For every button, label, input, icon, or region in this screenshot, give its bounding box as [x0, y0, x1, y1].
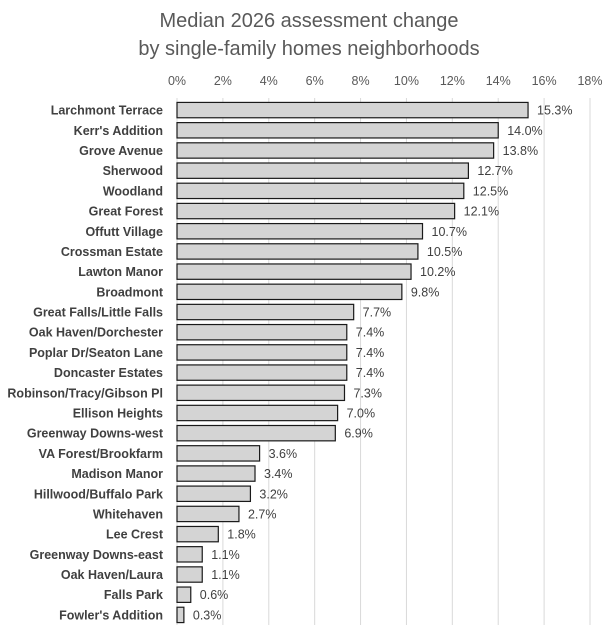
bars — [176, 101, 529, 624]
bar — [176, 101, 529, 119]
bar — [176, 424, 336, 442]
data-label: 10.5% — [427, 245, 462, 259]
x-axis-ticks: 0% 2% 4% 6% 8% 10% 12% 14% 16% 18% — [168, 74, 603, 88]
data-label: 7.0% — [347, 406, 376, 420]
x-tick-label: 2% — [214, 74, 232, 88]
x-tick-label: 8% — [352, 74, 370, 88]
category-label: Fowler's Addition — [59, 608, 163, 622]
bar — [176, 162, 469, 179]
x-tick-label: 12% — [440, 74, 465, 88]
category-label: Robinson/Tracy/Gibson Pl — [7, 386, 163, 400]
category-label: VA Forest/Brookfarm — [39, 447, 163, 461]
data-label: 1.8% — [227, 528, 256, 542]
category-label: Lawton Manor — [78, 265, 163, 279]
category-label: Sherwood — [103, 164, 163, 178]
data-label: 1.1% — [211, 548, 240, 562]
category-label: Greenway Downs-east — [30, 548, 164, 562]
bar — [176, 222, 424, 240]
data-label: 0.3% — [193, 608, 222, 622]
bar — [176, 323, 348, 341]
data-label: 3.2% — [259, 487, 288, 501]
bar — [176, 505, 240, 523]
data-label: 9.8% — [411, 285, 440, 299]
x-tick-label: 0% — [168, 74, 186, 88]
bar — [176, 445, 261, 462]
category-labels: Larchmont Terrace Kerr's Addition Grove Av… — [7, 104, 164, 623]
bar — [176, 546, 203, 563]
category-label: Offutt Village — [85, 225, 163, 239]
bar — [176, 566, 203, 583]
data-label: 10.7% — [432, 225, 467, 239]
bar — [176, 384, 346, 402]
category-label: Whitehaven — [93, 507, 163, 521]
data-label: 13.8% — [503, 144, 538, 158]
data-label: 7.4% — [356, 366, 385, 380]
x-tick-label: 4% — [260, 74, 278, 88]
data-label: 14.0% — [507, 124, 542, 138]
x-tick-label: 6% — [306, 74, 324, 88]
data-label: 3.4% — [264, 467, 293, 481]
chart-title-line-1: Median 2026 assessment change — [159, 10, 458, 32]
x-tick-label: 18% — [577, 74, 602, 88]
data-label: 1.1% — [211, 568, 240, 582]
bar — [176, 122, 499, 139]
bar — [176, 303, 355, 321]
data-label: 15.3% — [537, 104, 572, 118]
category-label: Woodland — [103, 184, 163, 198]
bar — [176, 344, 348, 361]
category-label: Lee Crest — [106, 528, 164, 542]
category-label: Great Forest — [89, 205, 164, 219]
data-label: 3.6% — [269, 447, 298, 461]
data-label: 7.3% — [353, 386, 382, 400]
bar — [176, 364, 348, 381]
category-label: Broadmont — [96, 285, 164, 299]
x-tick-label: 16% — [532, 74, 557, 88]
bar — [176, 606, 185, 624]
data-label: 7.7% — [363, 306, 392, 320]
x-tick-label: 14% — [486, 74, 511, 88]
category-label: Oak Haven/Laura — [61, 568, 164, 582]
category-label: Ellison Heights — [73, 406, 163, 420]
category-label: Crossman Estate — [61, 245, 163, 259]
bar — [176, 525, 219, 543]
category-label: Oak Haven/Dorchester — [29, 326, 163, 340]
x-tick-label: 10% — [394, 74, 419, 88]
chart-title-line-2: by single-family homes neighborhoods — [138, 38, 479, 60]
bar — [176, 283, 403, 301]
data-label: 7.4% — [356, 346, 385, 360]
category-label: Falls Park — [104, 588, 163, 602]
data-label: 2.7% — [248, 507, 277, 521]
data-label: 0.6% — [200, 588, 229, 602]
bar — [176, 404, 339, 422]
data-label: 12.5% — [473, 184, 508, 198]
category-label: Great Falls/Little Falls — [33, 306, 163, 320]
data-label: 7.4% — [356, 326, 385, 340]
bar — [176, 263, 412, 280]
category-label: Poplar Dr/Seaton Lane — [29, 346, 163, 360]
data-label: 12.7% — [477, 164, 512, 178]
data-label: 10.2% — [420, 265, 455, 279]
bar — [176, 243, 419, 260]
category-label: Madison Manor — [71, 467, 163, 481]
category-label: Hillwood/Buffalo Park — [34, 487, 163, 501]
category-label: Kerr's Addition — [74, 124, 163, 138]
bar — [176, 182, 465, 200]
data-labels: 15.3% 14.0% 13.8% 12.7% 12.5% 12.1% 10.7% 10.5%… — [193, 104, 573, 623]
bar — [176, 202, 456, 220]
bar — [176, 485, 252, 503]
bar — [176, 586, 192, 603]
category-label: Greenway Downs-west — [27, 427, 164, 441]
data-label: 12.1% — [464, 205, 499, 219]
category-label: Larchmont Terrace — [51, 104, 163, 118]
bar — [176, 465, 256, 482]
bar — [176, 142, 495, 159]
category-label: Grove Avenue — [79, 144, 163, 158]
category-label: Doncaster Estates — [54, 366, 163, 380]
data-label: 6.9% — [344, 427, 373, 441]
